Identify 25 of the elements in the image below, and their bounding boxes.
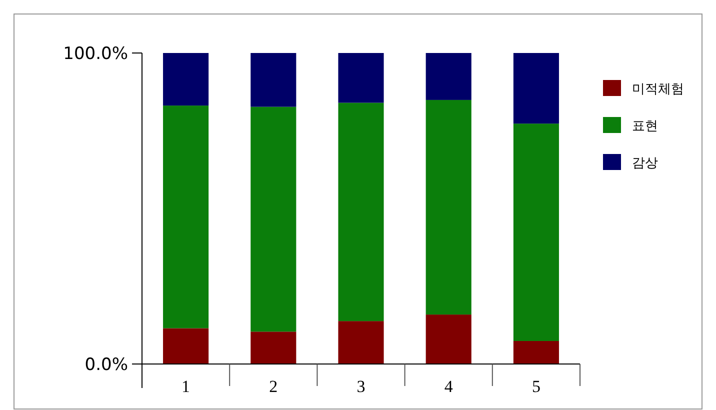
x-tick-label: 4: [444, 377, 454, 396]
bar: [426, 100, 472, 315]
bar: [163, 106, 209, 328]
bar: [163, 53, 209, 106]
bar: [250, 53, 296, 107]
legend-label: 감상: [632, 156, 658, 171]
legend-label: 표현: [632, 119, 658, 134]
x-tick-label: 2: [269, 377, 278, 396]
x-tick-label: 3: [356, 377, 366, 396]
bar: [426, 314, 472, 364]
legend-label: 미적체험: [632, 82, 684, 97]
y-tick-label: 100.0%: [63, 44, 128, 64]
bar: [250, 332, 296, 364]
bar: [513, 124, 559, 341]
bar: [338, 321, 384, 364]
y-tick-label: 0.0%: [84, 355, 128, 375]
bar: [513, 340, 559, 364]
x-tick-label: 5: [532, 377, 540, 396]
bar: [338, 53, 384, 103]
bar: [426, 53, 472, 100]
bar: [513, 53, 559, 124]
bar: [338, 102, 384, 322]
bar: [250, 106, 296, 332]
x-tick-label: 1: [182, 377, 190, 396]
bar: [163, 328, 209, 364]
